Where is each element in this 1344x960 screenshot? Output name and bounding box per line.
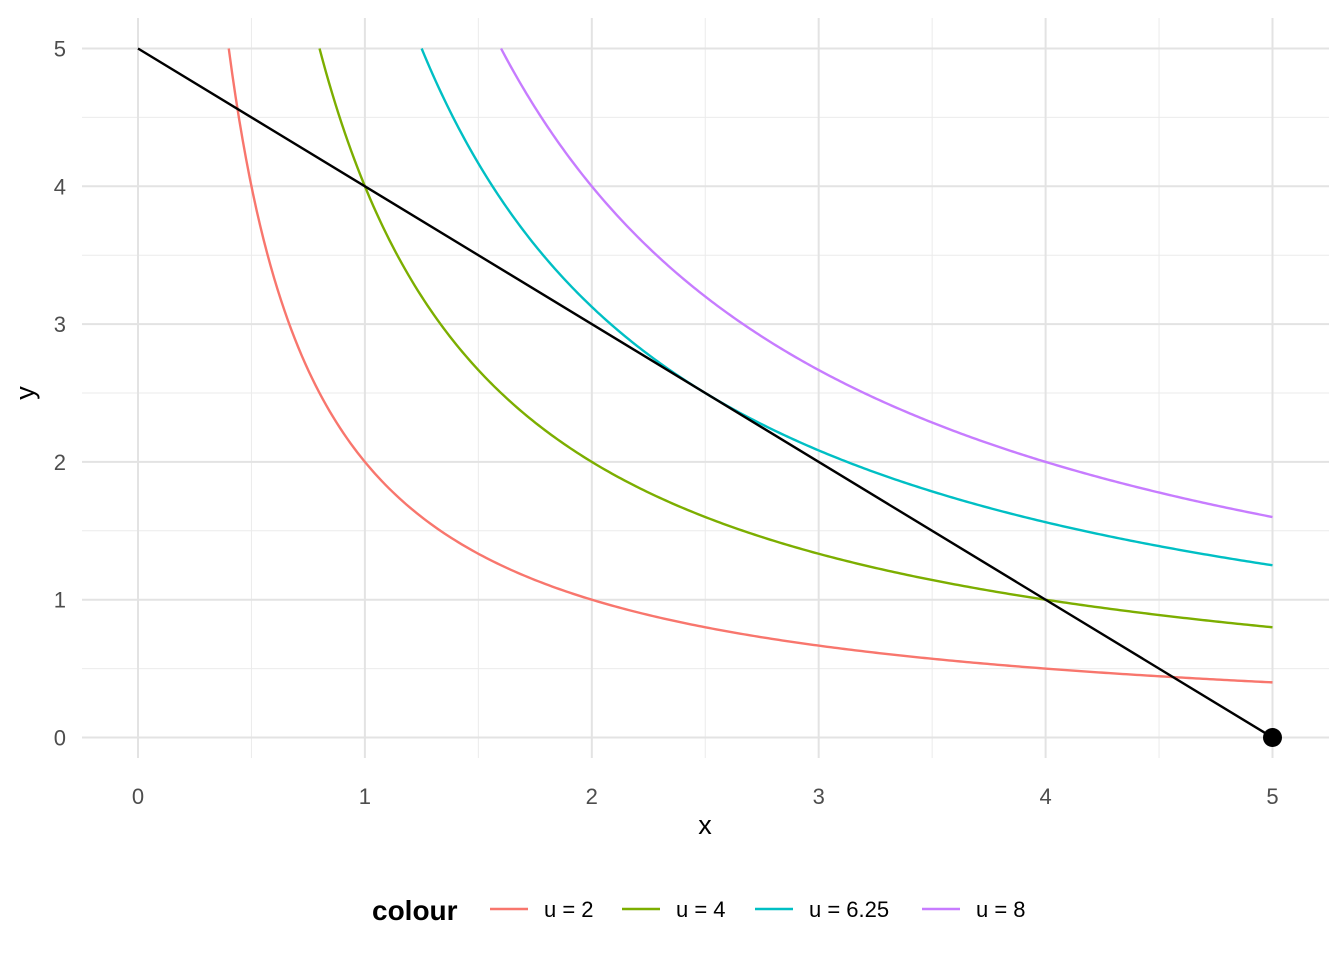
series-line bbox=[318, 48, 1273, 629]
series-layer bbox=[227, 47, 1273, 684]
y-tick-label: 1 bbox=[54, 588, 66, 613]
y-tick-labels: 0 1 2 3 4 5 bbox=[54, 37, 66, 751]
marker-layer bbox=[1263, 728, 1282, 747]
x-axis-title: x bbox=[698, 810, 712, 840]
legend-label: u = 8 bbox=[976, 897, 1026, 922]
y-axis-title: y bbox=[10, 386, 40, 400]
x-tick-label: 5 bbox=[1266, 784, 1278, 809]
budget-line-layer bbox=[137, 47, 1274, 739]
x-tick-label: 1 bbox=[359, 784, 371, 809]
series-line bbox=[227, 48, 1273, 684]
grid-major bbox=[82, 18, 1329, 758]
series-line bbox=[499, 47, 1273, 519]
legend-title: colour bbox=[372, 895, 458, 926]
y-tick-label: 5 bbox=[54, 37, 66, 62]
x-tick-label: 3 bbox=[813, 784, 825, 809]
legend-label: u = 6.25 bbox=[809, 897, 889, 922]
y-tick-label: 3 bbox=[54, 312, 66, 337]
series-line bbox=[420, 48, 1273, 567]
budget-line bbox=[137, 47, 1274, 739]
y-tick-label: 2 bbox=[54, 450, 66, 475]
y-tick-label: 0 bbox=[54, 726, 66, 751]
marker-point bbox=[1263, 728, 1282, 747]
x-tick-label: 0 bbox=[132, 784, 144, 809]
legend-label: u = 2 bbox=[544, 897, 594, 922]
x-tick-label: 4 bbox=[1039, 784, 1051, 809]
y-tick-label: 4 bbox=[54, 174, 66, 199]
x-tick-labels: 0 1 2 3 4 5 bbox=[132, 784, 1279, 809]
legend-label: u = 4 bbox=[676, 897, 726, 922]
legend: colour u = 2 u = 4 u = 6.25 u = 8 bbox=[372, 895, 1026, 926]
x-tick-label: 2 bbox=[586, 784, 598, 809]
